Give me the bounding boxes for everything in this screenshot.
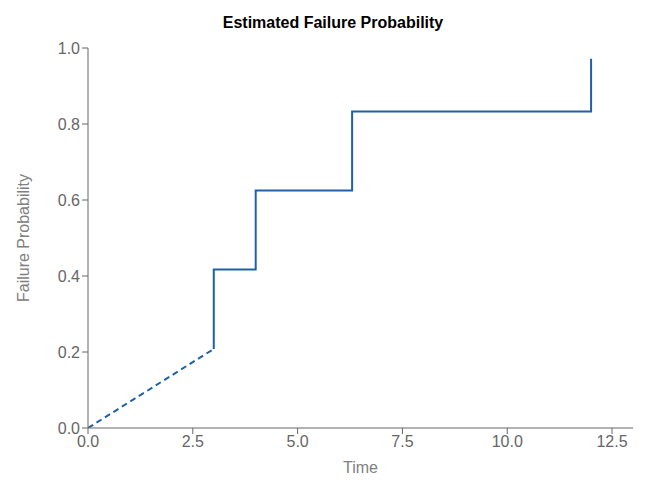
svg-text:10.0: 10.0 xyxy=(492,433,523,450)
svg-text:12.5: 12.5 xyxy=(596,433,627,450)
svg-text:0.6: 0.6 xyxy=(58,192,80,209)
svg-text:1.0: 1.0 xyxy=(58,40,80,57)
svg-text:5.0: 5.0 xyxy=(286,433,308,450)
svg-text:2.5: 2.5 xyxy=(182,433,204,450)
svg-text:Failure Probability: Failure Probability xyxy=(15,174,32,302)
svg-text:0.0: 0.0 xyxy=(58,420,80,437)
svg-text:0.8: 0.8 xyxy=(58,116,80,133)
svg-text:7.5: 7.5 xyxy=(391,433,413,450)
svg-text:0.2: 0.2 xyxy=(58,344,80,361)
svg-text:0.0: 0.0 xyxy=(77,433,99,450)
svg-text:Time: Time xyxy=(343,459,378,476)
svg-text:0.4: 0.4 xyxy=(58,268,80,285)
html-text:Estimated Failure Probability: Estimated Failure Probability xyxy=(222,14,444,31)
